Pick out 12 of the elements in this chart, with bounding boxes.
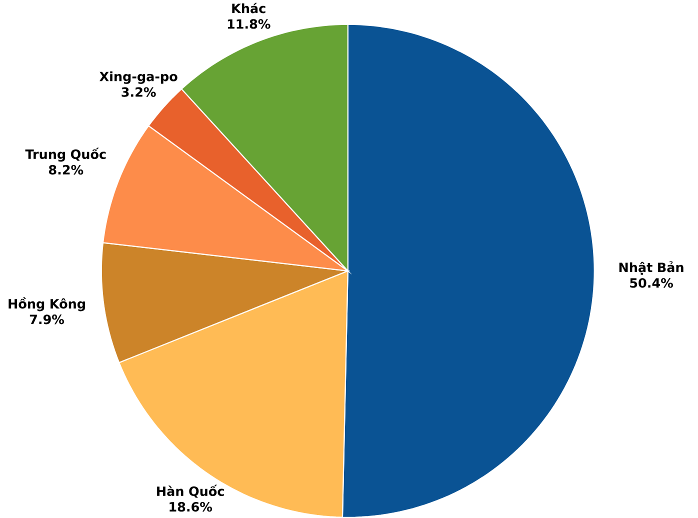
data-label: 18.6%	[170, 502, 212, 512]
slice-label: Khác	[232, 2, 266, 14]
data-label: 50.4%	[630, 278, 673, 288]
slice-label: Trung Quốc	[25, 148, 106, 162]
slice-label: Nhật Bản	[619, 261, 684, 275]
data-label: 3.2%	[122, 87, 156, 97]
slice-label: Xing-ga-po	[100, 71, 178, 84]
data-label: 11.8%	[228, 19, 270, 29]
slice-label: Hàn Quốc	[157, 484, 224, 498]
slice-label: Hồng Kông	[8, 297, 85, 312]
data-label: 8.2%	[48, 164, 84, 175]
data-label: 7.9%	[30, 314, 64, 324]
